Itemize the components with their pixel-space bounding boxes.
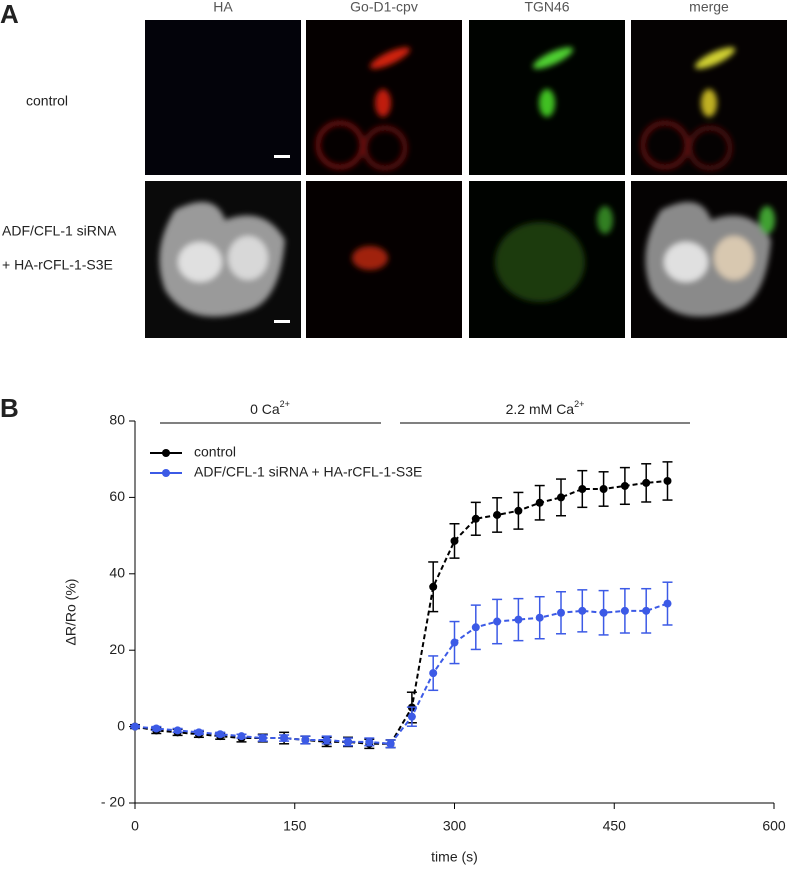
legend-label: ADF/CFL-1 siRNA + HA-rCFL-1-S3E — [194, 464, 422, 480]
annotation: 2.2 mM Ca2+ — [506, 399, 585, 416]
point — [663, 476, 672, 485]
image — [145, 20, 301, 175]
panel-label: A — [0, 0, 19, 29]
point — [663, 599, 672, 608]
x-tick-label: 600 — [762, 818, 786, 834]
point — [301, 735, 310, 744]
x-axis-label: time (s) — [431, 849, 478, 865]
series-line — [134, 479, 668, 745]
point — [194, 728, 203, 737]
point — [642, 606, 651, 615]
column-header: TGN46 — [524, 0, 569, 15]
column-header: merge — [689, 0, 729, 15]
point — [578, 606, 587, 615]
point — [599, 484, 608, 493]
annotation-text: 2.2 mM Ca — [506, 401, 575, 417]
legend-marker — [162, 449, 170, 457]
x-tick-label: 0 — [131, 818, 139, 834]
point — [280, 734, 289, 743]
y-axis-label: ΔR/Ro (%) — [63, 579, 79, 646]
series-line — [134, 602, 668, 745]
x-tick-label: 300 — [443, 818, 467, 834]
annotation-sup: 2+ — [574, 399, 584, 409]
annotation-sup: 2+ — [280, 399, 290, 409]
point — [429, 582, 438, 591]
point — [620, 606, 629, 615]
point — [535, 498, 544, 507]
point — [152, 724, 161, 733]
y-tick-label: 0 — [117, 717, 125, 733]
point — [407, 712, 416, 721]
point — [173, 726, 182, 735]
point — [620, 481, 629, 490]
point — [557, 608, 565, 617]
point — [450, 536, 459, 545]
point — [322, 735, 331, 744]
y-tick-label: 40 — [109, 565, 125, 581]
point — [216, 730, 225, 739]
column-header: HA — [213, 0, 233, 15]
point — [450, 638, 459, 647]
point — [258, 734, 267, 743]
row-label: control — [26, 93, 68, 109]
scale-bar — [274, 155, 290, 158]
point — [642, 478, 651, 487]
point — [365, 737, 374, 746]
micrographs — [145, 20, 787, 338]
y-tick-label: 60 — [109, 488, 125, 504]
column-header: Go-D1-cpv — [350, 0, 418, 15]
point — [471, 623, 480, 632]
row-label: + HA-rCFL-1-S3E — [2, 257, 113, 273]
cells — [159, 47, 775, 317]
row-label: ADF/CFL-1 siRNA — [2, 223, 117, 239]
point — [578, 484, 587, 493]
annotation-text: 0 Ca — [250, 401, 280, 417]
point — [514, 615, 523, 624]
point — [535, 613, 544, 622]
point — [429, 669, 438, 678]
point — [599, 608, 608, 617]
point — [471, 514, 480, 523]
y-tick-label: - 20 — [101, 794, 125, 810]
annotation: 0 Ca2+ — [250, 399, 290, 416]
point — [493, 617, 502, 626]
y-tick-label: 80 — [109, 412, 125, 428]
point — [131, 722, 139, 731]
point — [237, 732, 246, 741]
x-tick-label: 150 — [283, 818, 307, 834]
x-tick-label: 450 — [603, 818, 627, 834]
point — [344, 737, 352, 746]
legend-label: control — [194, 444, 236, 460]
point — [386, 739, 395, 748]
y-tick-label: 20 — [109, 641, 125, 657]
legend-marker — [162, 469, 170, 477]
scale-bar — [274, 320, 290, 323]
point — [493, 510, 502, 519]
panel-label: B — [0, 393, 19, 423]
point — [557, 493, 565, 502]
point — [514, 506, 523, 515]
